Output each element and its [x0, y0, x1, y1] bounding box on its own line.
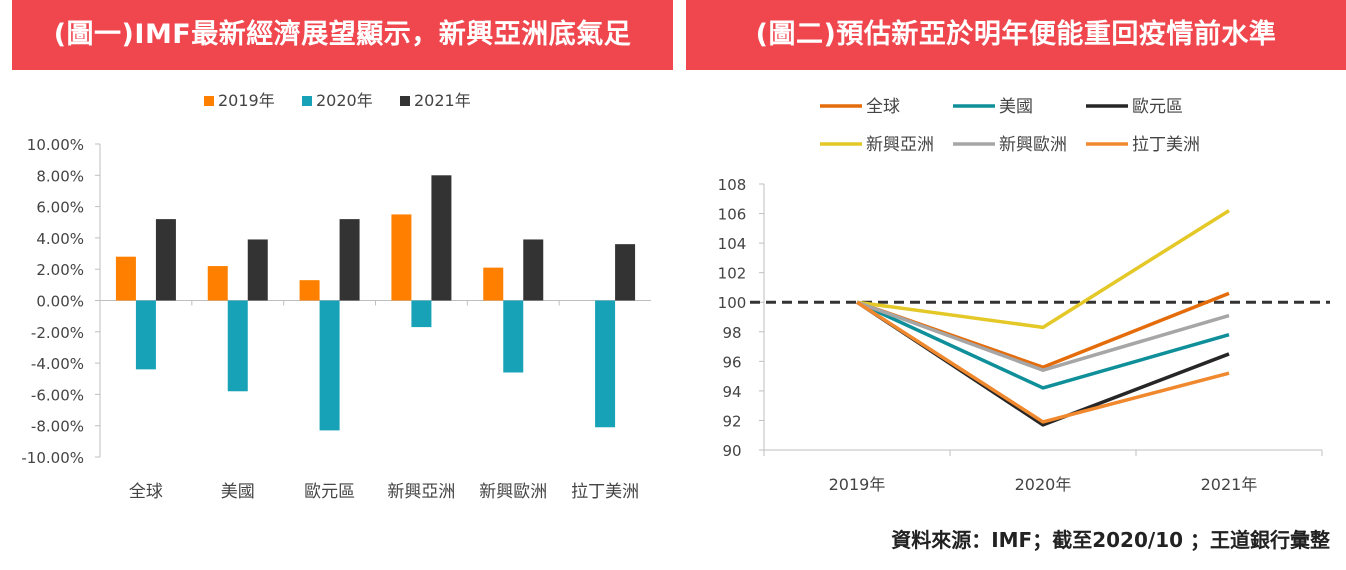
x-category-label: 新興亞洲 [387, 482, 455, 502]
x-category-label: 全球 [129, 482, 163, 502]
x-category-label: 2019年 [829, 475, 886, 494]
x-category-label: 拉丁美洲 [571, 482, 639, 502]
bar-2020年-歐元區 [319, 300, 340, 431]
y-tick-label: 94 [722, 383, 741, 401]
legend-label-新興亞洲: 新興亞洲 [866, 135, 934, 155]
legend-label-2020年: 2020年 [316, 91, 373, 110]
legend-label-2019年: 2019年 [218, 91, 275, 110]
y-tick-label: 100 [718, 294, 747, 312]
y-tick-label: 0.00% [36, 293, 84, 311]
legend-swatch-2019年 [204, 96, 214, 106]
bar-2021年-歐元區 [339, 219, 360, 301]
legend-label-2021年: 2021年 [414, 91, 471, 110]
legend-label-新興歐洲: 新興歐洲 [999, 135, 1067, 155]
legend-swatch-2021年 [400, 96, 410, 106]
right-chart-banner-title: (圖二)預估新亞於明年便能重回疫情前水準 [686, 0, 1346, 70]
left-chart-banner-title: (圖一)IMF最新經濟展望顯示，新興亞洲底氣足 [12, 0, 673, 70]
y-tick-label: 102 [718, 265, 747, 283]
legend-label-歐元區: 歐元區 [1132, 97, 1183, 117]
y-tick-label: 108 [718, 176, 747, 194]
y-tick-label: 98 [722, 324, 741, 342]
y-tick-label: 8.00% [36, 167, 84, 185]
series-line-美國 [856, 300, 1230, 390]
legend-label-美國: 美國 [999, 97, 1033, 117]
x-category-label: 2020年 [1015, 475, 1072, 494]
y-tick-label: -8.00% [31, 418, 84, 436]
bar-2020年-美國 [227, 300, 248, 392]
legend-label-拉丁美洲: 拉丁美洲 [1132, 135, 1200, 155]
bar-2021年-美國 [247, 239, 268, 301]
bar-2019年-美國 [207, 266, 228, 301]
bar-2019年-新興亞洲 [391, 214, 412, 301]
x-category-label: 歐元區 [304, 482, 355, 502]
y-tick-label: -6.00% [31, 386, 84, 404]
bar-chart: 2019年 2020年 2021年 10.00% 8.00% 6.00% 4.00% 2.00… [21, 91, 651, 502]
x-category-label: 新興歐洲 [479, 482, 547, 502]
bar-2021年-全球 [155, 219, 176, 301]
series-line-新興歐洲 [856, 300, 1230, 372]
legend-swatch-2020年 [302, 96, 312, 106]
y-tick-label: 4.00% [36, 230, 84, 248]
bar-2021年-新興歐洲 [523, 239, 544, 301]
bar-2020年-新興亞洲 [411, 300, 432, 328]
y-tick-label: 6.00% [36, 199, 84, 217]
y-tick-label: 104 [718, 235, 747, 253]
bar-2019年-全球 [115, 256, 136, 301]
y-tick-label: 106 [718, 206, 747, 224]
bar-2021年-拉丁美洲 [615, 244, 636, 301]
source-note: 資料來源：IMF；截至2020/10 ；王道銀行彙整 [891, 528, 1330, 552]
y-tick-label: 96 [722, 353, 741, 371]
x-category-label: 美國 [221, 482, 255, 502]
y-tick-label: -10.00% [21, 449, 84, 467]
x-category-label: 2021年 [1201, 475, 1258, 494]
y-tick-label: -4.00% [31, 355, 84, 373]
bar-2019年-歐元區 [299, 280, 320, 301]
bar-2019年-新興歐洲 [483, 267, 504, 301]
y-tick-label: 2.00% [36, 261, 84, 279]
bar-2021年-新興亞洲 [431, 175, 452, 301]
bar-2020年-拉丁美洲 [595, 300, 616, 428]
bar-2020年-全球 [135, 300, 156, 370]
bar-2020年-新興歐洲 [503, 300, 524, 373]
y-tick-label: 90 [722, 442, 741, 460]
y-tick-label: 10.00% [27, 136, 84, 154]
y-tick-label: -2.00% [31, 324, 84, 342]
series-line-新興亞洲 [856, 209, 1230, 330]
y-tick-label: 92 [722, 412, 741, 430]
legend-label-全球: 全球 [866, 97, 900, 117]
series-line-拉丁美洲 [856, 300, 1230, 424]
